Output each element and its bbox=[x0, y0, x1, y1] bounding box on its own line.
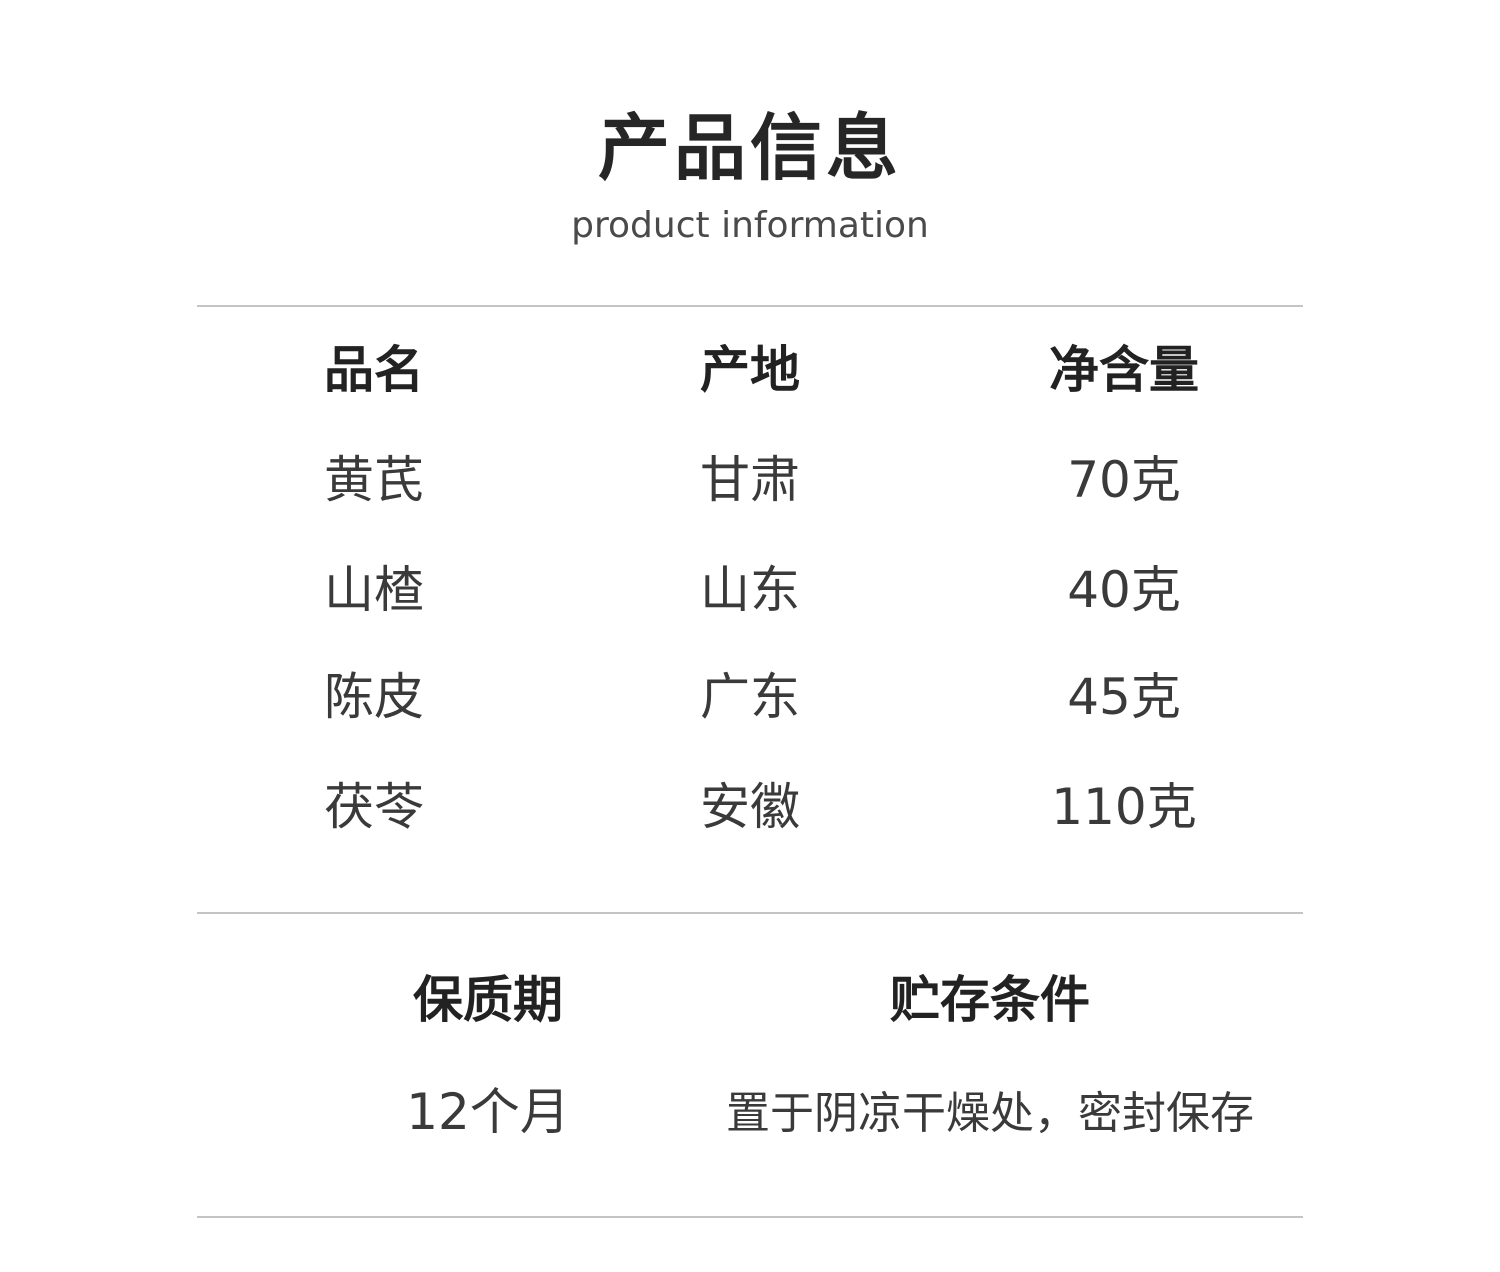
table-cell-weight: 45克 bbox=[1067, 668, 1181, 726]
divider-top bbox=[197, 305, 1303, 307]
table-cell-name: 茯苓 bbox=[324, 778, 424, 836]
table-cell-name: 黄芪 bbox=[324, 451, 424, 509]
divider-bottom bbox=[197, 1216, 1303, 1218]
table-cell-origin: 安徽 bbox=[700, 778, 800, 836]
table-cell-origin: 山东 bbox=[700, 561, 800, 619]
divider-middle bbox=[197, 912, 1303, 914]
table-cell-name: 陈皮 bbox=[324, 668, 424, 726]
column-header-origin: 产地 bbox=[700, 341, 800, 399]
table-cell-weight: 40克 bbox=[1067, 561, 1181, 619]
table-cell-origin: 甘肃 bbox=[700, 451, 800, 509]
storage-condition-value: 置于阴凉干燥处，密封保存 bbox=[726, 1088, 1254, 1139]
shelf-life-value: 12个月 bbox=[406, 1083, 570, 1141]
page-title: 产品信息 bbox=[597, 106, 902, 190]
storage-condition-label: 贮存条件 bbox=[890, 971, 1090, 1029]
table-cell-weight: 110克 bbox=[1051, 778, 1197, 836]
shelf-life-label: 保质期 bbox=[413, 971, 563, 1029]
table-cell-name: 山楂 bbox=[324, 561, 424, 619]
column-header-name: 品名 bbox=[324, 341, 424, 399]
table-cell-origin: 广东 bbox=[700, 668, 800, 726]
page-subtitle: product information bbox=[571, 205, 929, 246]
column-header-net-weight: 净含量 bbox=[1049, 341, 1199, 399]
table-cell-weight: 70克 bbox=[1067, 451, 1181, 509]
